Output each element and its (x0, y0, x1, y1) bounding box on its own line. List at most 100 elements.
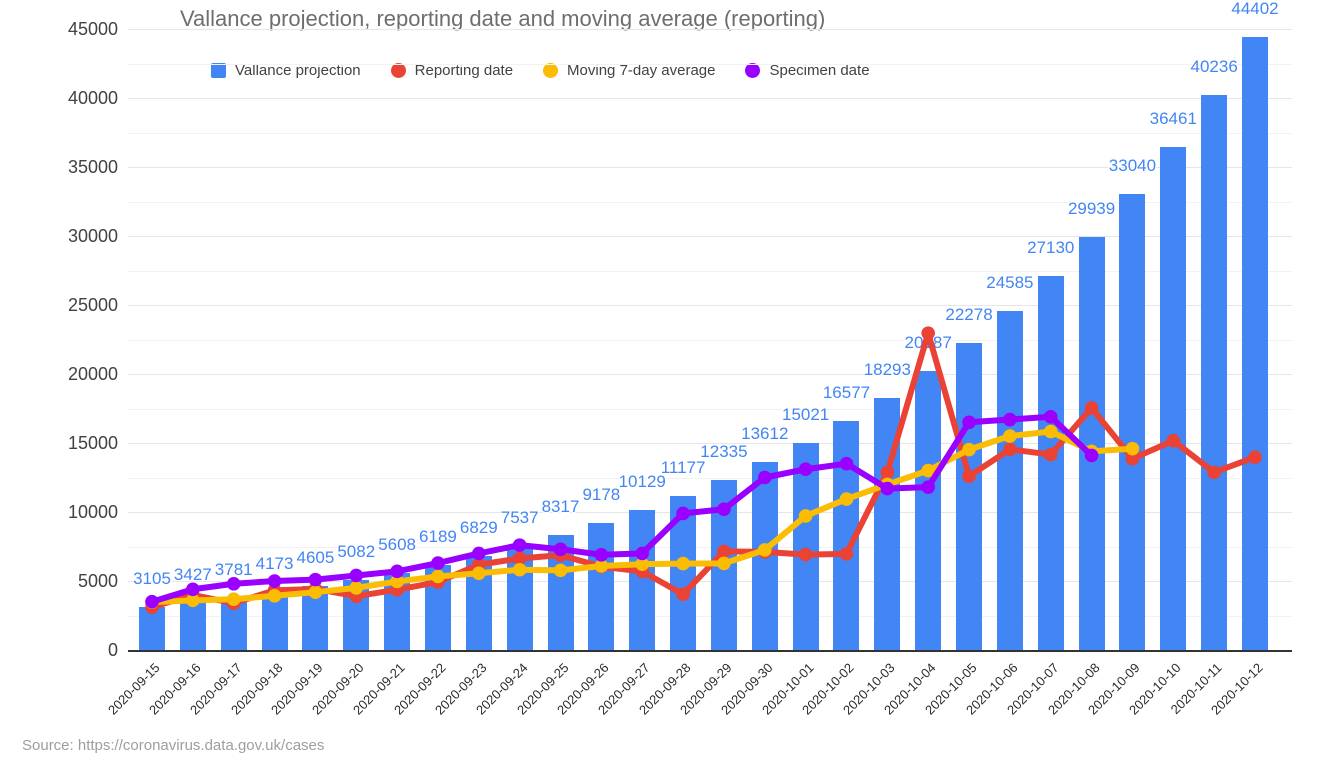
moving-7-day-average-point (798, 509, 813, 523)
specimen-date-point (186, 582, 200, 597)
moving-7-day-average-point (472, 566, 486, 581)
reporting-date-point (1125, 451, 1140, 466)
moving-7-day-average-point (390, 574, 404, 589)
reporting-date-point (512, 551, 527, 566)
legend-swatch-square-icon (211, 63, 226, 78)
minor-gridline (128, 615, 1292, 617)
bar-value-label: 18293 (863, 359, 911, 379)
moving-7-day-average-point (349, 581, 364, 595)
moving-7-day-average-point (553, 563, 568, 578)
chart-title: Vallance projection, reporting date and … (180, 6, 826, 31)
vallance-projection-bar (139, 607, 165, 650)
reporting-date-point (1166, 433, 1181, 448)
bar-value-label: 15021 (781, 404, 830, 424)
bar-value-label: 6829 (459, 517, 498, 537)
vallance-projection-bar (915, 371, 942, 650)
moving-7-day-average-point (594, 559, 609, 573)
vallance-projection-bar (956, 342, 983, 650)
bar-value-label: 4173 (255, 554, 294, 574)
specimen-date-point (1003, 412, 1017, 427)
chart-legend: Vallance projection Reporting date Moving … (211, 62, 870, 79)
minor-gridline (128, 270, 1292, 272)
moving-7-day-average-point (676, 556, 690, 571)
vallance-projection-bar (179, 602, 206, 650)
y-axis-tick-label: 40000 (67, 88, 118, 108)
major-gridline (128, 236, 1292, 237)
specimen-date-point (676, 506, 690, 521)
specimen-date-point (431, 556, 445, 570)
bar-value-label: 12335 (700, 441, 748, 461)
vallance-projection-bar (1037, 275, 1064, 650)
vallance-projection-bar (1119, 194, 1146, 650)
specimen-date-point (472, 546, 486, 561)
bar-value-label: 11177 (660, 457, 706, 477)
moving-7-day-average-point (1125, 441, 1140, 456)
specimen-date-point (1043, 409, 1058, 424)
major-gridline (128, 581, 1292, 582)
bar-value-label: 13612 (741, 424, 789, 444)
source-caption: Source: https://coronavirus.data.gov.uk/… (22, 737, 325, 754)
legend-label: Reporting date (414, 62, 514, 79)
specimen-date-point (921, 480, 935, 494)
y-axis-tick-label: 25000 (67, 295, 118, 315)
y-axis-tick-label: 20000 (67, 364, 118, 384)
reporting-date-point (717, 544, 731, 559)
moving-7-day-average-point (226, 592, 241, 607)
reporting-date-point (1043, 447, 1058, 462)
y-axis-tick-label: 0 (107, 640, 118, 660)
major-gridline (128, 98, 1292, 99)
major-gridline (128, 167, 1292, 168)
x-axis-baseline (128, 650, 1292, 652)
reporting-date-point (839, 547, 854, 561)
specimen-date-point (553, 542, 568, 557)
specimen-date-point (1084, 448, 1099, 463)
legend-item-reporting-date: Reporting date (390, 62, 514, 79)
legend-swatch-circle-icon (543, 63, 559, 78)
specimen-date-point (267, 574, 282, 588)
y-axis-tick-label: 10000 (67, 502, 118, 522)
legend-label: Specimen date (769, 62, 870, 79)
bar-value-label: 44402 (1231, 0, 1279, 19)
legend-label: Moving 7-day average (567, 62, 716, 79)
vallance-projection-bar (792, 442, 819, 650)
bar-value-label: 8317 (541, 497, 580, 517)
bar-value-label: 24585 (986, 272, 1034, 292)
specimen-date-line (149, 413, 1095, 605)
minor-gridline (128, 408, 1292, 410)
moving-7-day-average-point (962, 442, 976, 457)
specimen-date-point (880, 481, 895, 496)
specimen-date-point (962, 415, 976, 430)
bar-value-label: 3105 (133, 569, 171, 589)
reporting-date-point (1207, 465, 1221, 480)
specimen-date-point (635, 546, 650, 561)
specimen-date-point (308, 572, 323, 587)
minor-gridline (128, 339, 1292, 341)
vallance-projection-bar (1242, 37, 1268, 650)
specimen-date-point (594, 547, 609, 562)
minor-gridline (128, 63, 1292, 65)
moving-7-day-average-point (267, 588, 282, 603)
minor-gridline (128, 546, 1292, 548)
bar-value-label: 7537 (500, 507, 539, 527)
bar-value-label: 9178 (582, 485, 621, 505)
bar-value-label: 3781 (214, 559, 253, 579)
reporting-date-point (798, 547, 813, 562)
y-axis-tick-label: 35000 (67, 157, 118, 177)
vallance-projection-bar (588, 523, 615, 650)
specimen-date-point (349, 568, 364, 583)
moving-7-day-average-point (431, 569, 445, 584)
bar-value-label: 6189 (419, 526, 457, 546)
specimen-date-point (226, 576, 241, 591)
reporting-date-point (676, 587, 690, 601)
moving-7-day-average-point (635, 557, 650, 571)
specimen-date-point (798, 462, 813, 477)
legend-label: Vallance projection (235, 62, 361, 79)
vallance-projection-bar (1160, 146, 1187, 650)
minor-gridline (128, 132, 1292, 134)
y-axis-tick-label: 5000 (77, 571, 118, 591)
legend-item-specimen-date: Specimen date (745, 62, 870, 79)
bar-value-label: 22278 (945, 304, 993, 324)
moving-7-day-average-point (512, 562, 527, 577)
